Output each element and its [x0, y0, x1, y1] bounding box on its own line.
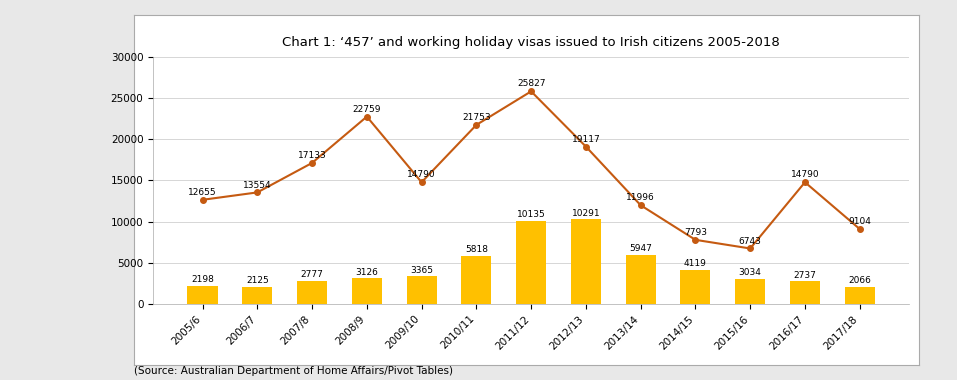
Bar: [845, 287, 875, 304]
Text: 17133: 17133: [298, 151, 326, 160]
Text: 7793: 7793: [684, 228, 707, 237]
Bar: [461, 256, 492, 304]
Text: 10135: 10135: [517, 210, 545, 219]
Bar: [735, 279, 766, 304]
Bar: [188, 286, 217, 304]
Text: 25827: 25827: [517, 79, 545, 89]
Text: 5947: 5947: [629, 244, 652, 253]
Text: 2198: 2198: [191, 275, 214, 284]
Title: Chart 1: ‘457’ and working holiday visas issued to Irish citizens 2005-2018: Chart 1: ‘457’ and working holiday visas…: [282, 36, 780, 49]
Text: 14790: 14790: [408, 170, 436, 179]
Bar: [407, 276, 436, 304]
Text: 3034: 3034: [739, 268, 762, 277]
Text: 6743: 6743: [739, 237, 762, 245]
Text: 3365: 3365: [411, 266, 434, 275]
Text: 22759: 22759: [352, 105, 381, 114]
Bar: [242, 287, 273, 304]
Text: 2777: 2777: [300, 271, 323, 279]
Bar: [297, 281, 327, 304]
Text: 9104: 9104: [848, 217, 871, 226]
Text: 11996: 11996: [626, 193, 655, 203]
Bar: [680, 270, 710, 304]
Text: 2737: 2737: [793, 271, 816, 280]
Text: 5818: 5818: [465, 245, 488, 255]
Bar: [516, 220, 546, 304]
Text: 2125: 2125: [246, 276, 269, 285]
Text: 19117: 19117: [571, 135, 600, 144]
Text: (Source: Australian Department of Home Affairs/Pivot Tables): (Source: Australian Department of Home A…: [134, 366, 453, 376]
Bar: [352, 278, 382, 304]
Bar: [626, 255, 656, 304]
Text: 4119: 4119: [684, 260, 707, 268]
Text: 2066: 2066: [848, 276, 871, 285]
Text: 13554: 13554: [243, 180, 272, 190]
Text: 12655: 12655: [189, 188, 217, 197]
Text: 21753: 21753: [462, 113, 491, 122]
Bar: [790, 282, 820, 304]
Text: 14790: 14790: [790, 170, 819, 179]
Bar: [570, 219, 601, 304]
Text: 10291: 10291: [571, 209, 600, 218]
Text: 3126: 3126: [355, 268, 378, 277]
